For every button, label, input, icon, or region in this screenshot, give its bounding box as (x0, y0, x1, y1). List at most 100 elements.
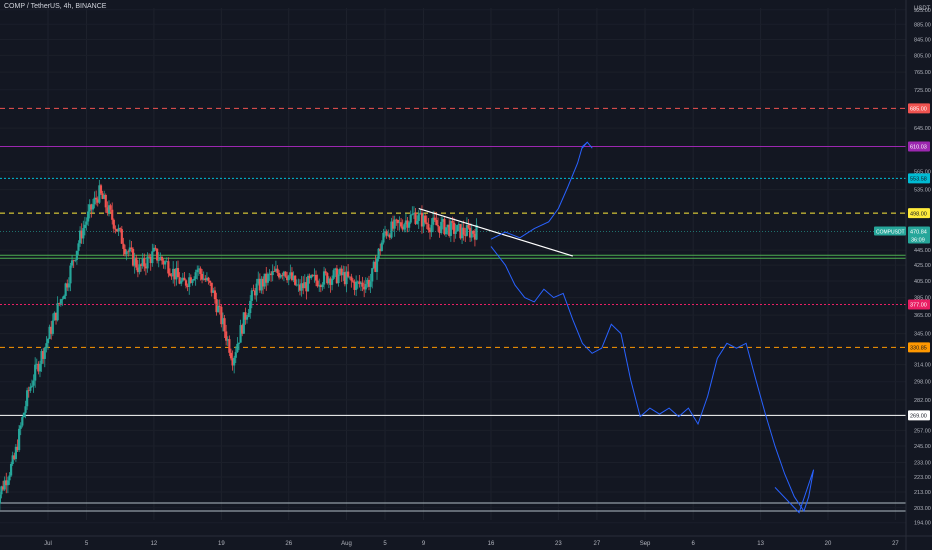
symbol-tag-bg (874, 226, 906, 236)
candle-body (125, 251, 128, 255)
candle-body (35, 363, 38, 365)
candle-body (223, 318, 226, 332)
projection-drawings (418, 141, 815, 514)
candle-body (162, 260, 165, 265)
level-label: 498.00 (910, 211, 927, 217)
x-tick-label: 13 (757, 541, 764, 547)
candle-body (131, 249, 135, 266)
y-tick-label: 425.00 (914, 263, 931, 269)
candle-body (249, 300, 252, 314)
y-tick-label: 565.00 (914, 170, 931, 176)
candle-body (451, 221, 454, 223)
candle-body (289, 272, 292, 276)
candle-body (90, 204, 93, 210)
candle-body (34, 364, 37, 381)
x-tick-label: 26 (285, 541, 292, 547)
candle-body (257, 278, 260, 284)
candle-body (87, 211, 90, 222)
candle-body (221, 318, 225, 325)
candle-body (101, 193, 104, 199)
candle-body (412, 212, 416, 214)
candle-body (303, 282, 306, 289)
candle-body (369, 281, 372, 287)
x-tick-label: 19 (218, 541, 225, 547)
y-tick-label: 365.00 (914, 313, 931, 319)
candle-body (241, 325, 244, 334)
x-tick-label: 12 (151, 541, 158, 547)
candle-body (375, 258, 379, 272)
y-tick-label: 298.00 (914, 380, 931, 386)
candle-body (300, 283, 303, 291)
candle-body (24, 406, 27, 413)
candle-body (271, 271, 274, 276)
candle-body (414, 212, 417, 224)
y-tick-label: 213.00 (914, 490, 931, 496)
x-tick-label: 20 (825, 541, 832, 547)
y-tick-label: 385.00 (914, 296, 931, 302)
candle-body (252, 290, 255, 292)
y-tick-label: 223.00 (914, 475, 931, 481)
candle-body (465, 225, 468, 236)
candle-body (269, 273, 273, 276)
x-tick-label: Sep (640, 541, 651, 547)
candle-body (460, 227, 464, 239)
candle-body (284, 271, 287, 277)
candle-body (308, 275, 311, 279)
candle-body (266, 274, 269, 283)
candle-body (176, 268, 180, 278)
candle-body (148, 256, 151, 258)
chart-grid (0, 8, 906, 524)
candle-body (172, 268, 175, 277)
y-tick-label: 194.00 (914, 521, 931, 527)
candle-body (112, 219, 115, 229)
candle-body (342, 272, 345, 276)
candlestick-series (0, 179, 478, 511)
candle-body (183, 277, 186, 281)
candle-body (456, 225, 459, 232)
candle-body (314, 274, 318, 281)
candle-body (91, 204, 95, 210)
candle-body (340, 268, 343, 276)
candle-body (383, 231, 387, 233)
candle-body (334, 268, 337, 271)
y-tick-label: 725.00 (914, 88, 931, 94)
candle-body (372, 261, 375, 269)
candle-body (433, 217, 436, 221)
candle-body (367, 279, 371, 287)
candle-body (237, 342, 241, 344)
candle-body (9, 463, 13, 476)
level-label-bg (908, 410, 930, 421)
candle-body (244, 312, 247, 320)
candle-body (449, 221, 452, 236)
candle-body (428, 229, 432, 233)
candle-body (123, 248, 127, 255)
candle-body (0, 494, 1, 504)
candle-body (355, 281, 358, 290)
candle-body (416, 221, 419, 224)
candle-body (180, 280, 183, 284)
level-label: 377.00 (910, 303, 927, 309)
candle-body (184, 280, 188, 286)
candle-body (38, 363, 42, 372)
candle-body (64, 283, 67, 296)
candle-body (62, 295, 66, 299)
candle-body (374, 261, 377, 272)
candle-body (391, 221, 395, 229)
candle-body (215, 299, 218, 313)
candle-body (167, 261, 170, 274)
candle-body (22, 412, 26, 418)
candle-body (302, 283, 305, 289)
candle-body (228, 339, 231, 353)
current-price-value: 470.84 (910, 230, 927, 236)
x-tick-label: Aug (341, 541, 352, 547)
candle-body (306, 275, 310, 292)
candle-body (218, 305, 221, 307)
y-tick-label: 765.00 (914, 70, 931, 76)
candle-body (45, 343, 48, 348)
candle-body (324, 271, 327, 274)
candle-body (398, 222, 401, 224)
candle-body (220, 306, 223, 325)
candle-body (371, 268, 374, 282)
candle-body (16, 446, 19, 451)
